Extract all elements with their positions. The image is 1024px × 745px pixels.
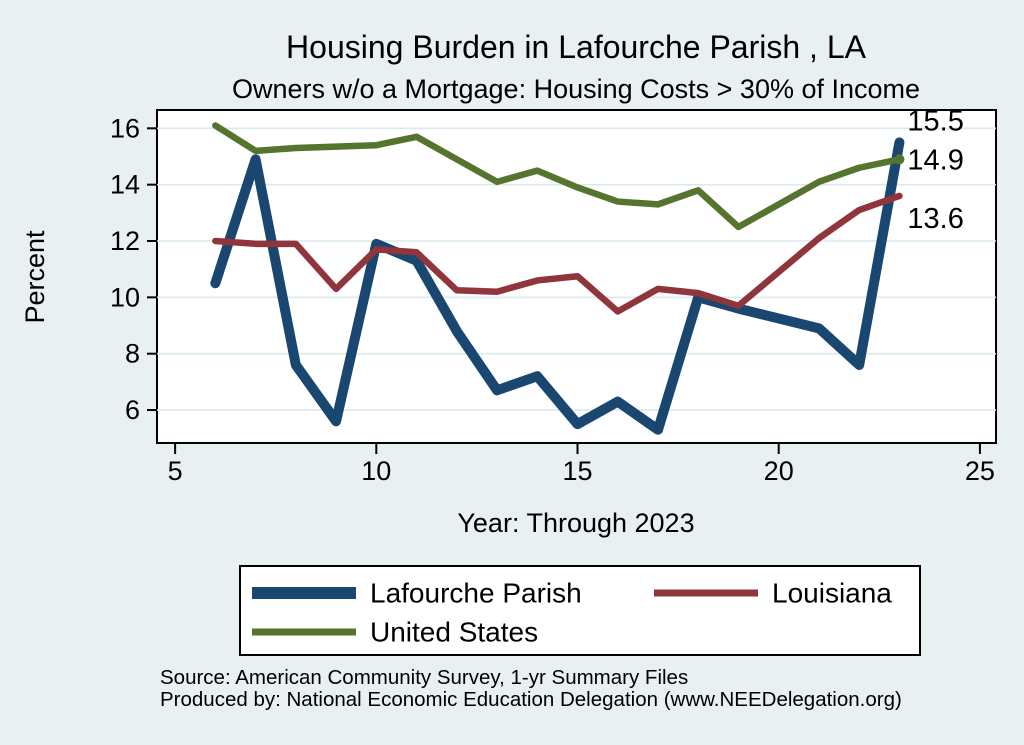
footer-produced-by-line: Produced by: National Economic Education… — [160, 688, 902, 711]
y-tick-label: 6 — [125, 395, 140, 425]
legend: Lafourche Parish Louisiana United States — [239, 565, 921, 656]
x-tick-label: 15 — [562, 456, 592, 486]
y-tick-label: 14 — [110, 170, 140, 200]
y-tick-label: 12 — [110, 226, 140, 256]
series-end-marker-united-states — [894, 154, 905, 165]
series-line-lafourche-parish — [210, 137, 905, 435]
legend-swatch-louisiana — [654, 589, 758, 597]
y-tick-label: 10 — [110, 282, 140, 312]
legend-label-lafourche-parish: Lafourche Parish — [370, 578, 582, 609]
series-end-labels: 15.5 13.6 14.9 — [907, 105, 963, 235]
y-tick-label: 16 — [110, 113, 140, 143]
end-value-label-lafourche-parish: 15.5 — [907, 105, 963, 137]
series-line-united-states — [212, 122, 903, 231]
plot-area: 6 8 10 12 14 16 5 10 15 20 25 — [110, 109, 997, 486]
end-value-label-united-states: 14.9 — [907, 144, 963, 176]
x-tick-label: 20 — [764, 456, 794, 486]
legend-label-united-states: United States — [370, 617, 538, 648]
legend-label-louisiana: Louisiana — [772, 578, 892, 609]
end-value-label-louisiana: 13.6 — [907, 203, 963, 235]
chart-title: Housing Burden in Lafourche Parish , LA — [286, 29, 867, 65]
chart-subtitle: Owners w/o a Mortgage: Housing Costs > 3… — [232, 74, 920, 104]
footer-source-line: Source: American Community Survey, 1-yr … — [160, 666, 688, 689]
legend-swatch-lafourche-parish — [252, 587, 356, 599]
x-axis-label: Year: Through 2023 — [457, 508, 694, 538]
y-tick-label: 8 — [125, 339, 140, 369]
legend-swatch-united-states — [252, 628, 356, 636]
x-tick-label: 5 — [168, 456, 183, 486]
series-line-louisiana — [212, 192, 903, 315]
legend-box — [239, 565, 921, 656]
x-tick-label: 10 — [361, 456, 391, 486]
x-tick-label: 25 — [965, 456, 995, 486]
y-axis-label: Percent — [20, 230, 50, 324]
